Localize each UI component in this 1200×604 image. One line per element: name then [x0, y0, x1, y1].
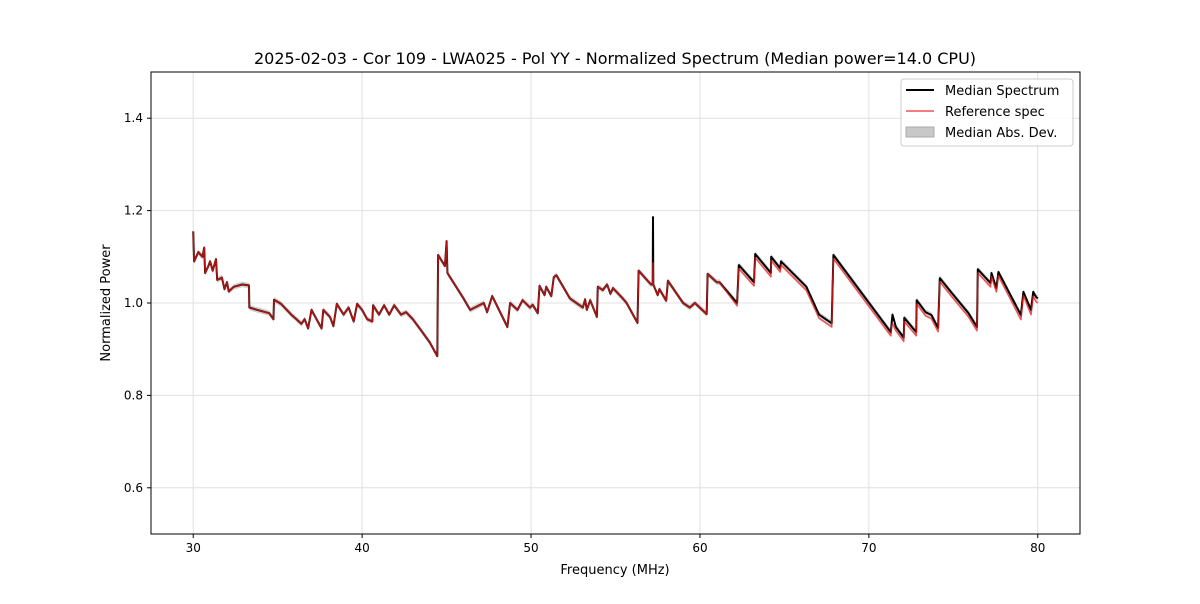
- legend-median-label: Median Spectrum: [945, 84, 1059, 99]
- x-tick-label: 30: [186, 541, 201, 555]
- y-axis-ticks: 0.6 0.8 1.0 1.2 1.4: [124, 111, 151, 495]
- legend-mad-label: Median Abs. Dev.: [945, 126, 1057, 141]
- x-tick-label: 50: [523, 541, 538, 555]
- x-tick-label: 70: [861, 541, 876, 555]
- reference-spectrum-line: [192, 231, 1039, 357]
- y-tick-label: 1.2: [124, 204, 143, 218]
- y-axis-label: Normalized Power: [99, 244, 114, 362]
- chart-title: 2025-02-03 - Cor 109 - LWA025 - Pol YY -…: [254, 49, 976, 68]
- y-tick-label: 1.4: [124, 111, 143, 125]
- y-tick-label: 0.8: [124, 388, 143, 402]
- legend-box: [900, 78, 1074, 147]
- x-tick-label: 40: [354, 541, 369, 555]
- x-tick-label: 60: [692, 541, 707, 555]
- median-spectrum-line: [192, 216, 1039, 358]
- median-abs-dev-band: [193, 214, 1038, 359]
- x-tick-label: 80: [1030, 541, 1045, 555]
- x-axis-label: Frequency (MHz): [560, 563, 669, 578]
- y-tick-label: 0.6: [124, 481, 143, 495]
- y-tick-label: 1.0: [124, 296, 143, 310]
- legend-mad-swatch: [905, 126, 935, 138]
- legend-reference-label: Reference spec: [945, 105, 1045, 120]
- x-axis-ticks: 30 40 50 60 70 80: [186, 534, 1045, 555]
- legend: Median Spectrum Reference spec Median Ab…: [900, 78, 1074, 147]
